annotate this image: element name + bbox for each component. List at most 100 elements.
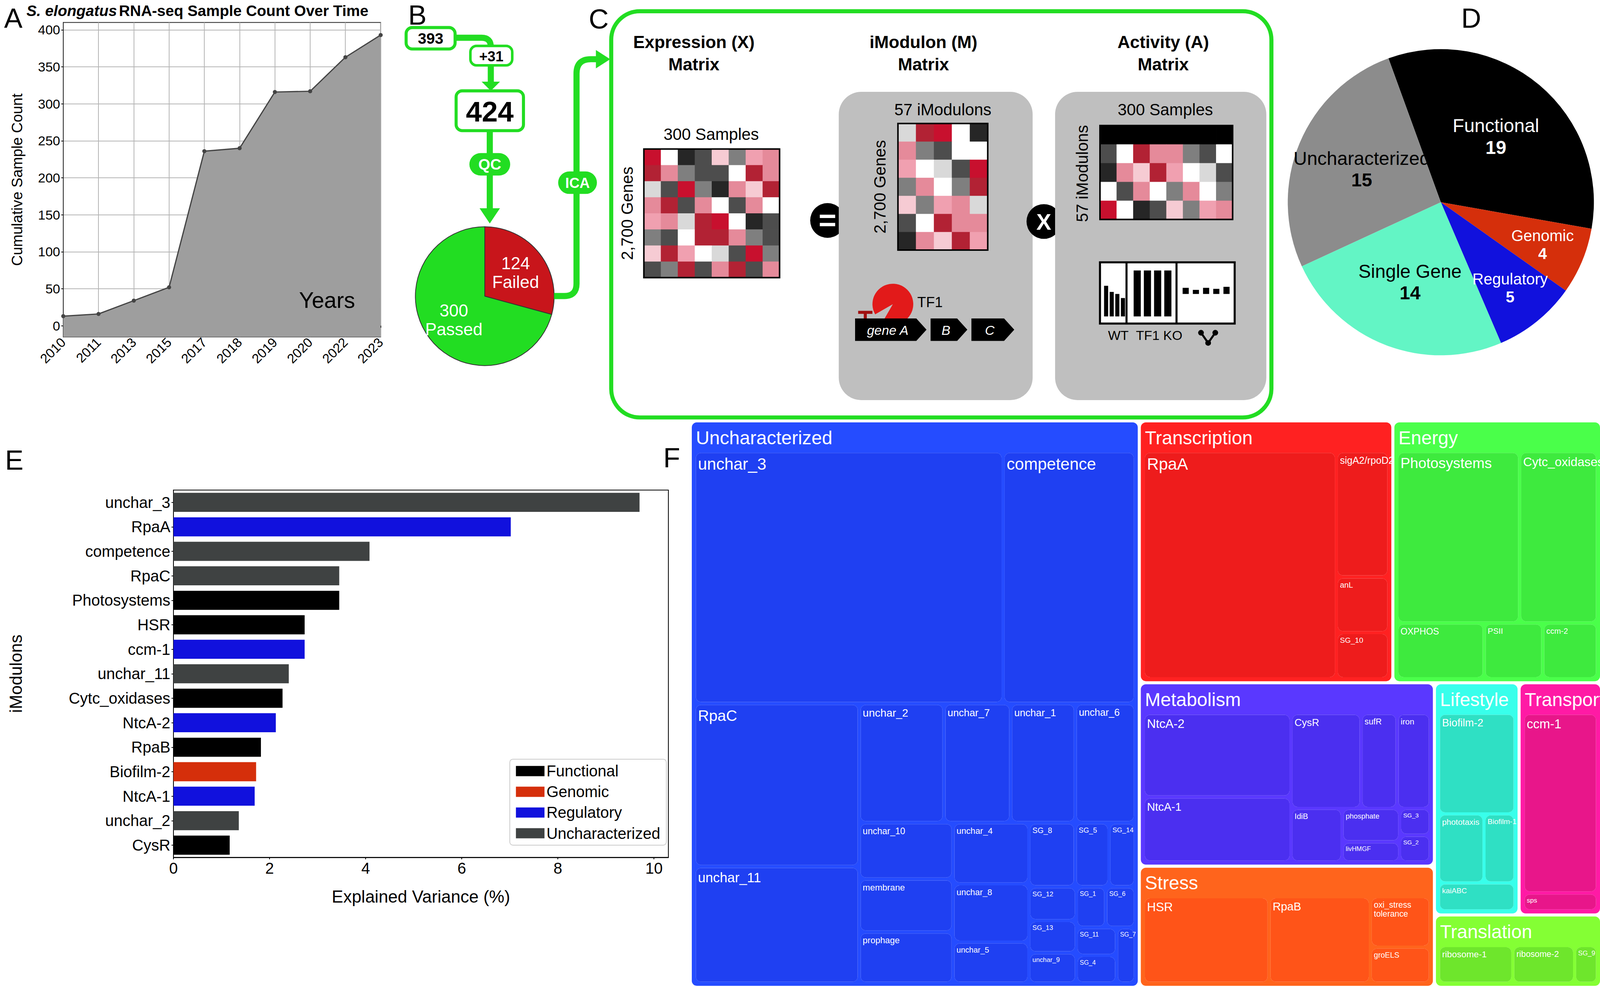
svg-text:X: X xyxy=(1036,209,1052,235)
svg-text:F: F xyxy=(663,442,681,474)
svg-text:unchar_11: unchar_11 xyxy=(698,869,762,885)
svg-text:TF1 KO: TF1 KO xyxy=(1135,327,1183,343)
svg-text:Translation: Translation xyxy=(1440,921,1533,943)
svg-text:iModulon (M): iModulon (M) xyxy=(869,32,978,52)
svg-text:QC: QC xyxy=(478,155,502,173)
svg-text:=: = xyxy=(818,202,837,238)
svg-text:sufR: sufR xyxy=(1364,716,1382,727)
svg-text:unchar_6: unchar_6 xyxy=(1078,707,1120,718)
svg-text:Lifestyle: Lifestyle xyxy=(1440,689,1509,710)
svg-text:2022: 2022 xyxy=(319,334,351,367)
svg-text:unchar_2: unchar_2 xyxy=(105,811,171,829)
svg-text:300 Samples: 300 Samples xyxy=(1117,100,1213,119)
svg-text:unchar_1: unchar_1 xyxy=(1014,707,1057,718)
svg-text:2023: 2023 xyxy=(354,334,386,367)
svg-text:350: 350 xyxy=(37,59,61,75)
svg-text:iModulons: iModulons xyxy=(6,634,26,713)
svg-text:groELS: groELS xyxy=(1373,950,1400,959)
svg-text:Matrix: Matrix xyxy=(1137,54,1190,74)
svg-text:unchar_5: unchar_5 xyxy=(956,945,990,955)
svg-text:2: 2 xyxy=(265,859,274,877)
svg-text:RpaB: RpaB xyxy=(1272,900,1302,913)
svg-text:NtcA-1: NtcA-1 xyxy=(122,787,171,805)
svg-text:2011: 2011 xyxy=(73,334,104,366)
svg-text:5: 5 xyxy=(1505,288,1515,306)
svg-text:CysR: CysR xyxy=(1294,716,1320,728)
svg-text:Years: Years xyxy=(298,287,356,313)
svg-text:IdiB: IdiB xyxy=(1294,812,1309,821)
svg-text:NtcA-1: NtcA-1 xyxy=(1146,800,1182,813)
svg-text:8: 8 xyxy=(553,859,563,877)
svg-text:50: 50 xyxy=(45,281,61,297)
svg-text:livHMGF: livHMGF xyxy=(1345,845,1371,853)
svg-text:Passed: Passed xyxy=(425,319,483,339)
svg-text:SG_5: SG_5 xyxy=(1078,825,1098,835)
svg-text:OXPHOS: OXPHOS xyxy=(1400,626,1440,637)
svg-text:gene A: gene A xyxy=(866,322,909,338)
svg-text:SG_11: SG_11 xyxy=(1079,931,1099,939)
svg-text:SG_9: SG_9 xyxy=(1578,948,1596,957)
svg-text:Cumulative Sample Count: Cumulative Sample Count xyxy=(8,93,26,267)
svg-text:57 iModulons: 57 iModulons xyxy=(1073,125,1092,223)
svg-text:Transport: Transport xyxy=(1524,689,1600,710)
svg-text:4: 4 xyxy=(361,859,370,877)
svg-text:2015: 2015 xyxy=(142,334,175,367)
svg-text:SG_6: SG_6 xyxy=(1109,890,1126,898)
svg-text:competence: competence xyxy=(85,542,171,560)
svg-text:2018: 2018 xyxy=(213,334,245,367)
svg-text:+31: +31 xyxy=(479,48,504,65)
svg-text:Cytc_oxidases: Cytc_oxidases xyxy=(68,689,171,707)
svg-text:RpaB: RpaB xyxy=(131,738,171,756)
svg-text:sigA2/rpoD2: sigA2/rpoD2 xyxy=(1339,455,1394,467)
svg-text:Single Gene: Single Gene xyxy=(1358,260,1462,282)
svg-text:Stress: Stress xyxy=(1144,872,1199,894)
svg-text:ccm-1: ccm-1 xyxy=(1526,716,1562,732)
svg-text:SG_10: SG_10 xyxy=(1339,636,1364,645)
svg-text:ribosome-1: ribosome-1 xyxy=(1442,948,1487,959)
svg-text:2,700 Genes: 2,700 Genes xyxy=(617,166,637,260)
svg-text:SG_13: SG_13 xyxy=(1032,924,1054,932)
svg-text:Regulatory: Regulatory xyxy=(1472,270,1548,288)
svg-text:anL: anL xyxy=(1339,580,1354,590)
svg-text:0: 0 xyxy=(52,318,61,334)
svg-text:RpaA: RpaA xyxy=(131,517,171,536)
svg-text:RpaA: RpaA xyxy=(1146,455,1188,474)
svg-text:membrane: membrane xyxy=(862,882,906,893)
svg-text:19: 19 xyxy=(1485,136,1507,158)
svg-text:kaiABC: kaiABC xyxy=(1442,886,1468,895)
svg-text:HSR: HSR xyxy=(1146,900,1173,915)
svg-text:Cytc_oxidases: Cytc_oxidases xyxy=(1523,454,1600,469)
svg-text:C: C xyxy=(985,322,995,338)
svg-text:ccm-1: ccm-1 xyxy=(127,640,171,658)
svg-text:424: 424 xyxy=(466,95,514,128)
svg-text:HSR: HSR xyxy=(137,616,171,634)
svg-text:SG_12: SG_12 xyxy=(1032,889,1054,898)
svg-text:10: 10 xyxy=(645,859,663,877)
svg-text:D: D xyxy=(1461,2,1482,34)
svg-text:Expression (X): Expression (X) xyxy=(633,32,755,52)
svg-text:300: 300 xyxy=(37,96,61,112)
svg-text:B: B xyxy=(941,322,951,338)
svg-text:2020: 2020 xyxy=(283,334,316,367)
svg-text:unchar_11: unchar_11 xyxy=(97,664,171,683)
svg-text:oxi_stress: oxi_stress xyxy=(1373,900,1414,910)
svg-text:57 iModulons: 57 iModulons xyxy=(894,100,992,119)
svg-text:0: 0 xyxy=(169,859,178,877)
svg-text:Functional: Functional xyxy=(546,762,619,780)
svg-text:Metabolism: Metabolism xyxy=(1144,689,1241,710)
svg-text:NtcA-2: NtcA-2 xyxy=(122,713,171,731)
svg-text:prophage: prophage xyxy=(862,935,900,946)
svg-text:Energy: Energy xyxy=(1398,427,1458,449)
svg-text:unchar_7: unchar_7 xyxy=(947,707,990,718)
svg-text:tolerance: tolerance xyxy=(1373,909,1409,919)
svg-text:SG_7: SG_7 xyxy=(1120,931,1136,939)
svg-text:300 Samples: 300 Samples xyxy=(663,125,759,144)
svg-text:100: 100 xyxy=(37,244,61,259)
svg-text:CysR: CysR xyxy=(132,836,171,854)
svg-text:Uncharacterized: Uncharacterized xyxy=(696,427,833,449)
svg-text:250: 250 xyxy=(37,133,61,149)
svg-text:300: 300 xyxy=(439,300,468,320)
svg-text:E: E xyxy=(5,444,24,476)
svg-text:ICA: ICA xyxy=(565,175,590,192)
svg-text:SG_8: SG_8 xyxy=(1032,826,1052,836)
